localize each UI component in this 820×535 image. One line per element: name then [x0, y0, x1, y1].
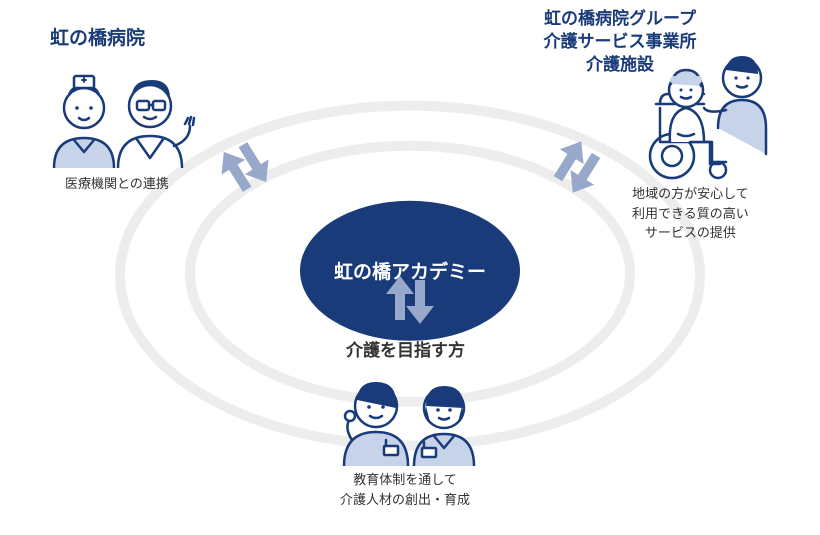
right-node-subtitle: 地域の方が安心して 利用できる質の高い サービスの提供	[632, 184, 749, 243]
trainees-icon	[326, 366, 496, 466]
bottom-node-title: 介護を目指す方	[346, 340, 465, 363]
bottom-node-subtitle: 教育体制を通して 介護人材の創出・育成	[340, 470, 470, 509]
wheelchair-caregiver-icon	[608, 44, 798, 184]
left-node-subtitle: 医療機関との連携	[65, 174, 169, 194]
arrows-bottom	[378, 268, 442, 332]
left-node-title: 虹の橋病院	[50, 26, 145, 52]
diagram-stage: 虹の橋アカデミー 虹の橋病院	[0, 0, 820, 535]
doctor-nurse-icon	[40, 68, 200, 168]
